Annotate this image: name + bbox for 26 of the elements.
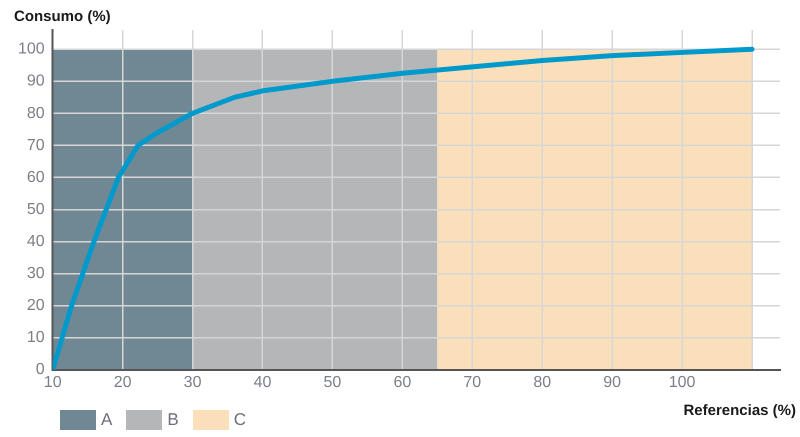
y-tick-label: 80 [26, 104, 45, 122]
x-tick-label: 100 [668, 374, 696, 391]
y-tick-label: 60 [26, 168, 45, 186]
x-tick-label: 90 [603, 374, 622, 391]
y-tick-label: 100 [18, 40, 45, 58]
legend-label: B [167, 410, 179, 430]
x-tick-label: 70 [463, 374, 482, 391]
y-tick-label: 70 [26, 136, 45, 154]
y-tick-label: 30 [26, 265, 45, 282]
x-tick-label: 40 [254, 374, 272, 391]
y-tick-label: 90 [26, 72, 45, 90]
y-tick-label: 10 [26, 329, 45, 346]
y-axis-title: Consumo (%) [14, 8, 111, 25]
x-tick-label: 10 [44, 374, 62, 391]
legend-label: C [234, 410, 246, 430]
x-tick-label: 30 [184, 374, 202, 391]
y-tick-label: 0 [36, 361, 45, 378]
y-tick-label: 50 [26, 200, 45, 218]
x-tick-label: 20 [114, 374, 132, 391]
x-tick-label: 80 [533, 374, 552, 391]
x-axis-title: Referencias (%) [683, 402, 796, 419]
legend-label: A [101, 410, 112, 430]
y-tick-label: 40 [26, 232, 45, 250]
x-tick-label: 60 [393, 374, 412, 391]
y-tick-label: 20 [26, 297, 45, 314]
x-tick-label: 50 [324, 374, 342, 391]
